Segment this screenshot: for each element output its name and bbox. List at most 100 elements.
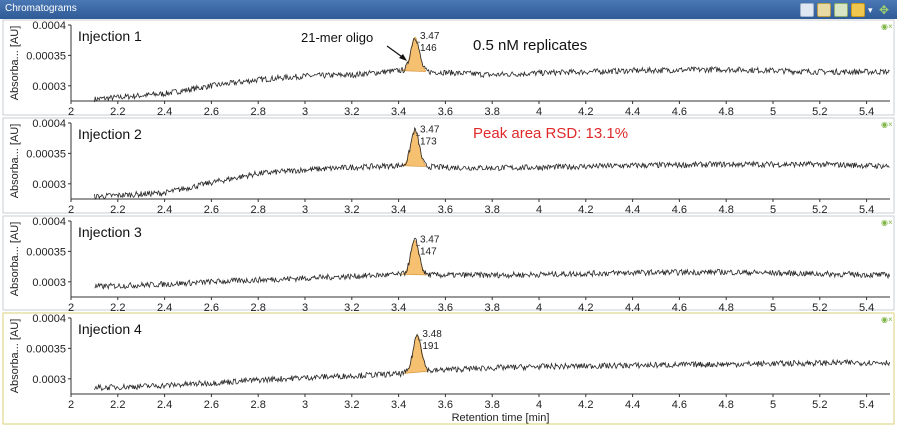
paint-icon[interactable] [851, 2, 865, 17]
y-tick-label: 0.0004 [32, 313, 66, 325]
x-tick-label: 3.6 [438, 399, 453, 411]
x-tick-label: 4.8 [719, 106, 734, 118]
x-tick-label: 3.8 [485, 302, 500, 314]
peak-area-label: 191 [422, 341, 439, 352]
x-tick-label: 4.4 [625, 399, 640, 411]
export-icon[interactable] [817, 2, 831, 17]
y-tick-label: 0.0003 [32, 81, 66, 93]
x-tick-label: 2.2 [110, 399, 125, 411]
x-tick-label: 5.2 [812, 399, 827, 411]
move-icon[interactable]: ✥ [879, 2, 890, 17]
y-axis-label: Absorba... [AU] [9, 222, 21, 297]
peak-area-label: 173 [420, 136, 437, 147]
x-tick-label: 5.2 [812, 106, 827, 118]
x-tick-label: 2.2 [110, 302, 125, 314]
panel-pin-icon: ◉× [881, 22, 893, 31]
oligo-annotation: 21-mer oligo [301, 30, 373, 45]
x-tick-label: 2.2 [110, 204, 125, 216]
x-tick-label: 3 [302, 106, 308, 118]
x-tick-label: 3.4 [391, 302, 406, 314]
x-tick-label: 2.6 [204, 106, 219, 118]
x-tick-label: 4.8 [719, 399, 734, 411]
x-tick-label: 3.6 [438, 204, 453, 216]
x-tick-label: 2.4 [157, 204, 172, 216]
table-icon[interactable] [800, 2, 814, 17]
x-tick-label: 5.4 [859, 302, 874, 314]
x-tick-label: 2.4 [157, 302, 172, 314]
x-tick-label: 2 [68, 204, 74, 216]
y-axis-label: Absorba... [AU] [9, 319, 21, 394]
x-tick-label: 3.2 [344, 302, 359, 314]
x-tick-label: 3.8 [485, 399, 500, 411]
y-tick-label: 0.0003 [32, 374, 66, 386]
x-tick-label: 4.2 [578, 106, 593, 118]
chromatogram-trace [94, 37, 890, 103]
y-tick-label: 0.0004 [32, 216, 66, 228]
x-tick-label: 5.4 [859, 399, 874, 411]
oligo-arrow-head [399, 54, 407, 61]
y-axis-label: Absorba... [AU] [9, 124, 21, 199]
y-tick-label: 0.00035 [26, 246, 66, 258]
x-tick-label: 3 [302, 302, 308, 314]
x-tick-label: 3.2 [344, 106, 359, 118]
x-tick-label: 4.6 [672, 399, 687, 411]
x-tick-label: 3.4 [391, 106, 406, 118]
panel-title: Injection 3 [78, 224, 142, 240]
y-tick-label: 0.0003 [32, 179, 66, 191]
chromatogram-trace [94, 126, 890, 200]
window-title: Chromatograms [5, 3, 77, 14]
panel-title: Injection 4 [78, 321, 142, 337]
x-tick-label: 5.2 [812, 302, 827, 314]
x-tick-label: 3.8 [485, 106, 500, 118]
y-tick-label: 0.00035 [26, 50, 66, 62]
x-tick-label: 2.8 [251, 204, 266, 216]
bar-chart-icon[interactable] [834, 2, 848, 17]
chart-panel [2, 215, 895, 311]
panel-pin-icon: ◉× [881, 218, 893, 227]
x-tick-label: 5.2 [812, 204, 827, 216]
x-tick-label: 5 [770, 106, 776, 118]
x-tick-label: 4.6 [672, 302, 687, 314]
x-tick-label: 2.4 [157, 106, 172, 118]
x-tick-label: 2.2 [110, 106, 125, 118]
x-tick-label: 2.6 [204, 399, 219, 411]
x-tick-label: 4.4 [625, 106, 640, 118]
peak-retention-time-label: 3.47 [420, 31, 440, 42]
peak-retention-time-label: 3.47 [420, 234, 440, 245]
x-tick-label: 4.6 [672, 204, 687, 216]
chart-panel [2, 117, 895, 214]
x-axis-label: Retention time [min] [452, 412, 550, 424]
x-tick-label: 2 [68, 302, 74, 314]
x-tick-label: 2.4 [157, 399, 172, 411]
peak-area-label: 147 [420, 246, 437, 257]
x-tick-label: 4 [536, 106, 542, 118]
x-tick-label: 5.4 [859, 106, 874, 118]
chromatogram-trace [94, 333, 890, 392]
peak-retention-time-label: 3.47 [420, 124, 440, 135]
x-tick-label: 3.2 [344, 204, 359, 216]
x-tick-label: 4.6 [672, 106, 687, 118]
x-tick-label: 5.4 [859, 204, 874, 216]
x-tick-label: 3.2 [344, 399, 359, 411]
y-tick-label: 0.0004 [32, 118, 66, 130]
panel-pin-icon: ◉× [881, 315, 893, 324]
x-tick-label: 3.4 [391, 399, 406, 411]
window-titlebar: Chromatograms ▾ ✥ [0, 0, 897, 19]
x-tick-label: 5 [770, 302, 776, 314]
x-tick-label: 2.8 [251, 302, 266, 314]
x-tick-label: 4.2 [578, 399, 593, 411]
x-tick-label: 4.4 [625, 302, 640, 314]
x-tick-label: 4.2 [578, 302, 593, 314]
panel-title: Injection 1 [78, 28, 142, 44]
x-tick-label: 2.8 [251, 106, 266, 118]
x-tick-label: 2 [68, 399, 74, 411]
x-tick-label: 3.8 [485, 204, 500, 216]
dropdown-arrow-icon[interactable]: ▾ [868, 4, 873, 15]
x-tick-label: 4.8 [719, 302, 734, 314]
x-tick-label: 2.6 [204, 204, 219, 216]
y-tick-label: 0.0004 [32, 20, 66, 32]
x-tick-label: 4.8 [719, 204, 734, 216]
y-axis-label: Absorba... [AU] [9, 26, 21, 101]
x-tick-label: 4 [536, 302, 542, 314]
